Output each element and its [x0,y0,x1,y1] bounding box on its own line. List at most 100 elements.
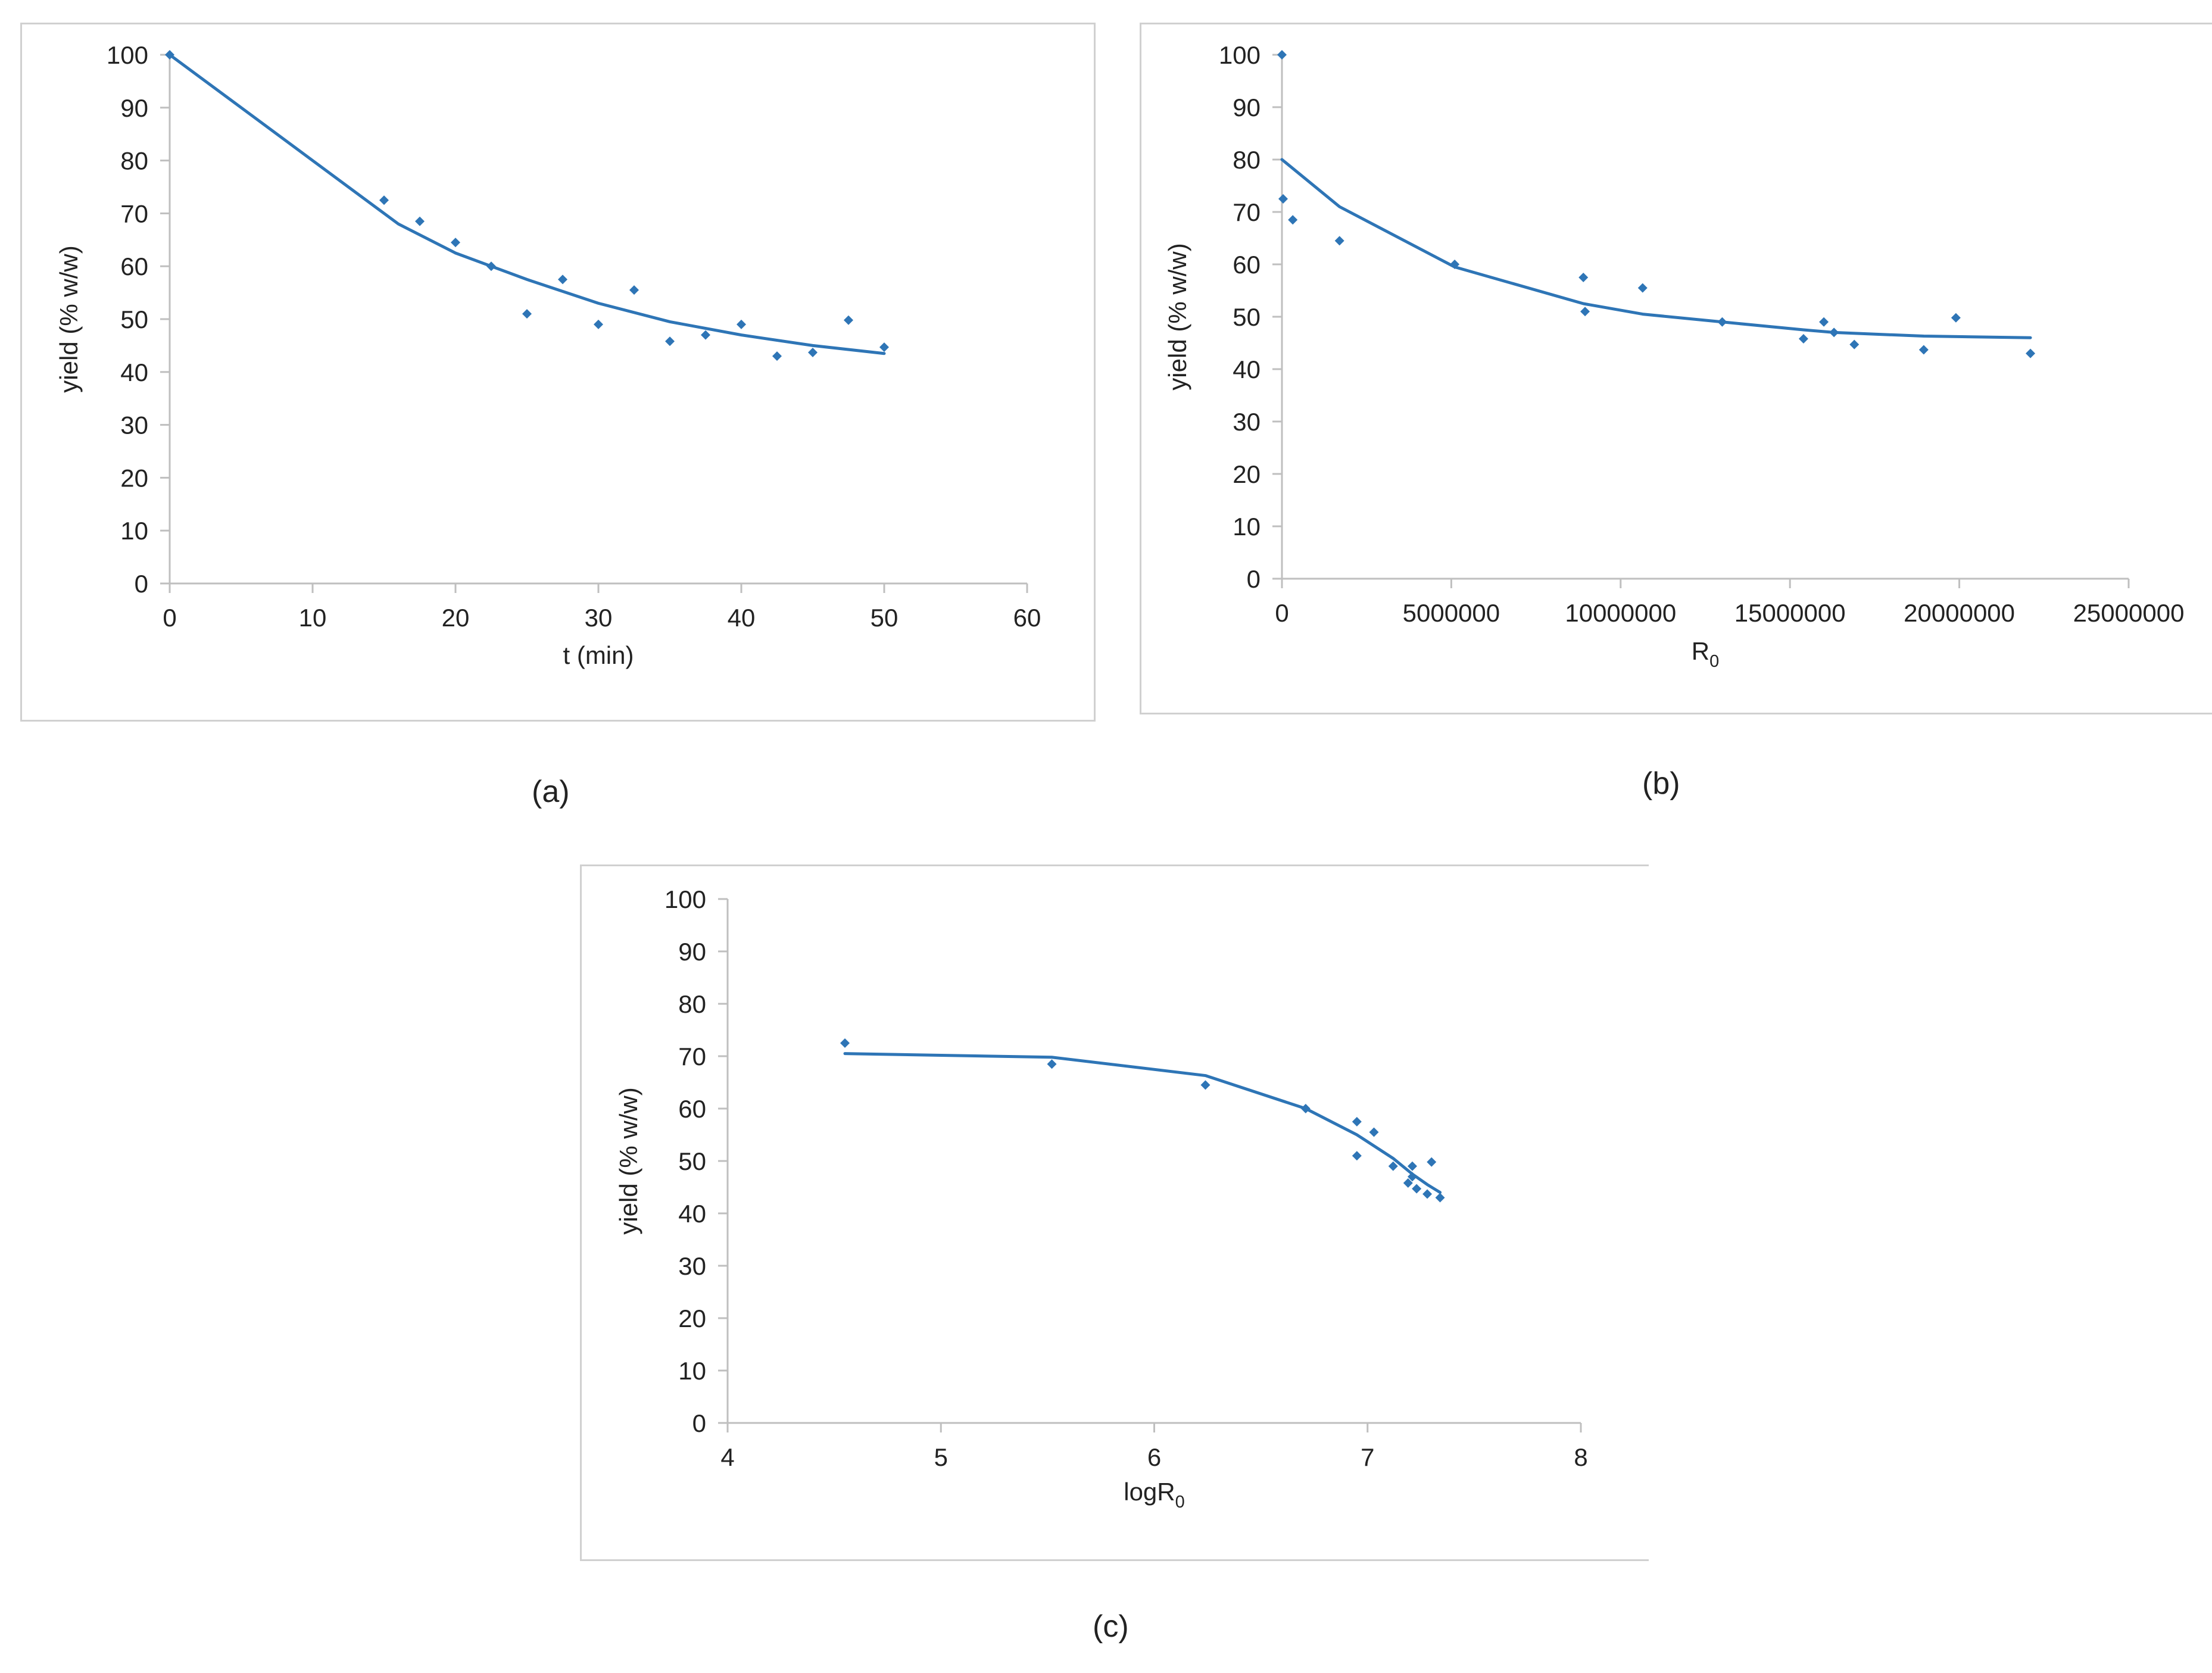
data-point [1369,1127,1379,1137]
y-tick-label: 40 [120,358,148,386]
chart-c: 0 10 20 30 40 50 60 70 80 90 100 4 5 6 7 8 yield (% w/w)… [614,885,1588,1512]
y-tick-label: 70 [1233,198,1261,226]
chart-a: 0 10 20 30 40 50 60 70 80 90 100 0 10 20 30 40 50 60 yield… [55,41,1041,669]
caption-a: (a) [532,775,570,809]
data-point [808,347,818,357]
data-point [772,351,782,361]
chart-frame-b [1140,23,2212,714]
y-tick-label: 0 [1247,565,1261,593]
data-point [1849,339,1860,349]
y-axis-label: yield (% w/w) [614,1087,642,1234]
y-tick-label: 70 [120,199,148,227]
data-point [1580,307,1590,317]
chart-b: 0 10 20 30 40 50 60 70 80 90 100 0 5000000 10000000 15… [1163,41,2185,671]
y-tick-label: 90 [1233,93,1261,121]
data-point [415,216,425,226]
x-tick-label: 0 [1275,599,1288,627]
data-point [1334,236,1344,246]
y-tick-label: 60 [678,1095,706,1123]
y-axis-label: yield (% w/w) [1163,243,1191,390]
data-point [1412,1184,1422,1194]
model-fit-line [1280,158,2032,339]
x-tick-label: 5 [934,1443,948,1471]
data-point [451,238,460,248]
x-tick-label: 8 [1574,1443,1587,1471]
y-tick-label: 100 [664,885,706,913]
data-point [1388,1161,1398,1171]
data-point [2026,348,2036,358]
data-point [1407,1161,1417,1171]
data-point [1422,1189,1433,1199]
y-tick-label: 50 [678,1147,706,1175]
x-axis-label: R0 [1692,637,1719,671]
data-point [1819,317,1829,327]
x-tick-label: 30 [585,604,613,632]
data-point [1288,215,1298,225]
x-tick-label: 25000000 [2073,599,2185,627]
x-tick-label: 20000000 [1904,599,2015,627]
x-tick-label: 50 [871,604,898,632]
data-point [1578,273,1589,282]
chart-panel-c: 0 10 20 30 40 50 60 70 80 90 100 4 5 6 7 8 yield (% w/w)… [560,845,1721,1673]
y-tick-label: 50 [1233,303,1261,331]
y-tick-label: 100 [1219,41,1261,69]
data-point [558,274,567,285]
y-tick-label: 90 [678,938,706,966]
x-tick-label: 6 [1147,1443,1161,1471]
data-point [522,309,532,319]
chart-panel-a: 0 10 20 30 40 50 60 70 80 90 100 0 10 20 30 40 50 60 yield… [0,0,1107,822]
y-tick-label: 80 [1233,146,1261,174]
data-point [1277,50,1287,60]
y-tick-label: 80 [678,990,706,1018]
x-tick-label: 0 [163,604,176,632]
x-axis-label: logR0 [1124,1478,1185,1512]
y-tick-label: 20 [678,1304,706,1332]
caption-b: (b) [1642,766,1680,801]
data-point [1047,1059,1057,1069]
y-tick-label: 20 [1233,460,1261,488]
x-tick-label: 60 [1013,604,1041,632]
y-tick-label: 0 [135,570,148,598]
x-tick-label: 40 [728,604,756,632]
chart-panel-b: 0 10 20 30 40 50 60 70 80 90 100 0 5000000 10000000 15… [1107,0,2212,822]
y-tick-label: 80 [120,147,148,175]
data-point [737,319,746,329]
y-tick-label: 90 [120,94,148,122]
y-tick-label: 30 [120,411,148,439]
data-point [1637,283,1648,293]
y-tick-label: 10 [120,517,148,545]
data-point [844,315,853,325]
data-point [379,195,389,205]
y-tick-label: 30 [678,1252,706,1280]
data-point [629,285,639,295]
y-tick-label: 60 [120,252,148,280]
data-point [1403,1178,1413,1188]
data-point [879,342,889,352]
data-point [1427,1157,1437,1167]
y-tick-label: 40 [1233,355,1261,383]
y-tick-label: 0 [692,1409,706,1437]
data-point [1352,1151,1362,1161]
data-point [840,1038,850,1048]
y-tick-label: 60 [1233,251,1261,279]
data-point [1798,333,1808,344]
data-point [1352,1117,1362,1126]
x-tick-label: 5000000 [1403,599,1500,627]
chart-frame-a [20,23,1096,722]
x-tick-label: 10 [299,604,327,632]
data-point [1918,345,1929,355]
x-tick-label: 4 [720,1443,734,1471]
y-tick-label: 100 [107,41,148,69]
y-tick-label: 50 [120,305,148,333]
chart-frame-c [580,864,1649,1561]
model-fit-line [168,53,886,355]
data-point [594,319,603,329]
y-tick-label: 20 [120,464,148,492]
data-point [1435,1193,1445,1203]
x-tick-label: 20 [442,604,470,632]
x-tick-label: 7 [1361,1443,1374,1471]
data-point [701,330,710,340]
data-point [665,336,675,347]
data-point [1951,313,1961,323]
x-tick-label: 10000000 [1565,599,1676,627]
